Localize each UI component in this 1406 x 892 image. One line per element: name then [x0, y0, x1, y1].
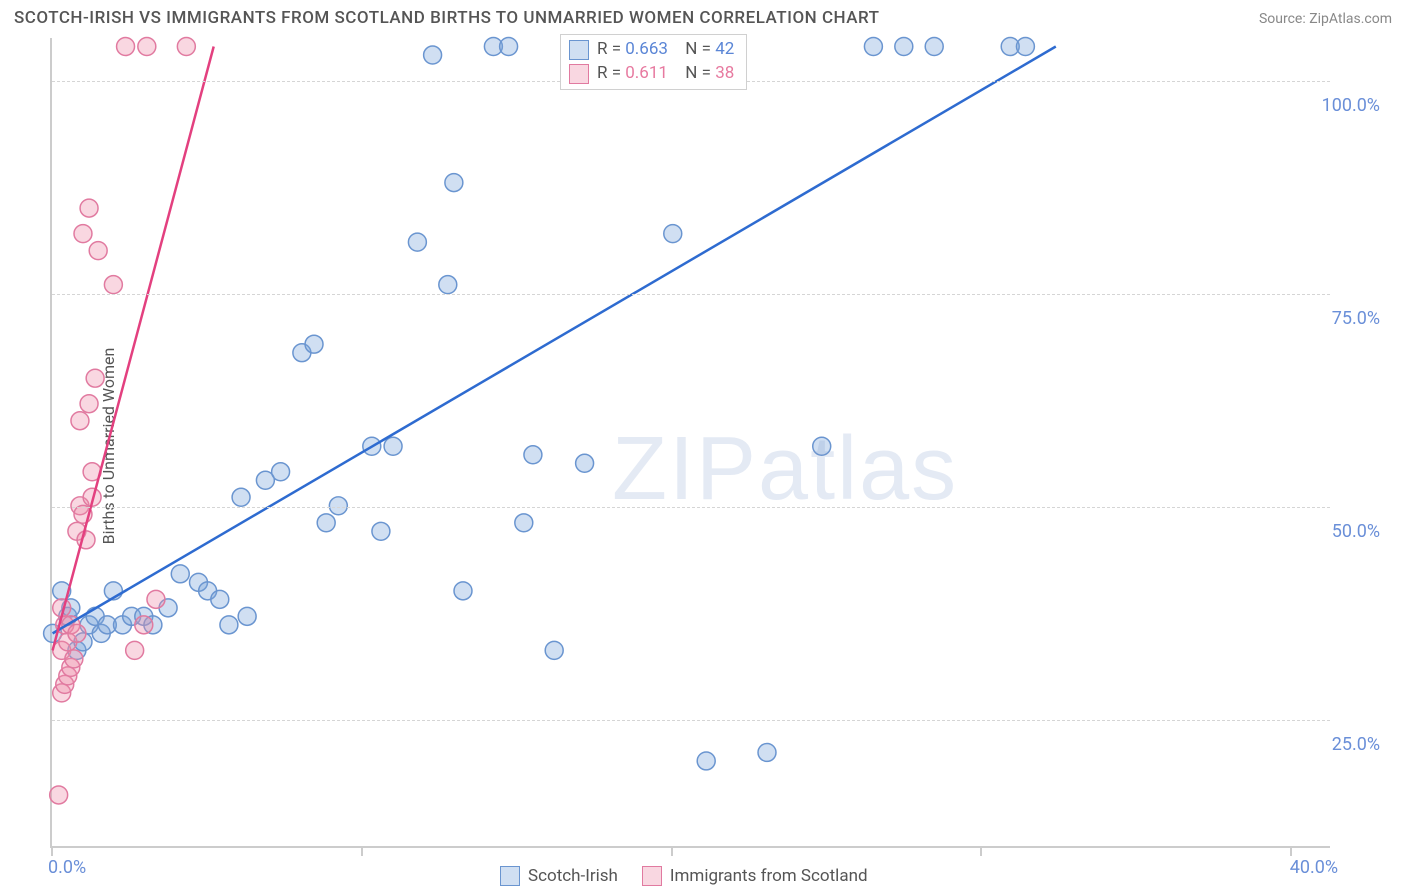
data-point	[500, 38, 518, 56]
x-tick-label: 40.0%	[1290, 857, 1338, 878]
data-point	[177, 38, 195, 56]
data-point	[445, 174, 463, 192]
data-point	[317, 514, 335, 532]
legend-item: Scotch-Irish	[500, 866, 618, 886]
data-point	[329, 497, 347, 515]
data-point	[86, 369, 104, 387]
data-point	[925, 38, 943, 56]
legend-swatch	[642, 866, 662, 886]
data-point	[138, 38, 156, 56]
title-bar: SCOTCH-IRISH VS IMMIGRANTS FROM SCOTLAND…	[14, 8, 1392, 28]
stats-legend-row: R = 0.611 N = 38	[569, 62, 734, 86]
stats-legend-text: R = 0.663 N = 42	[597, 38, 734, 62]
stats-legend-text: R = 0.611 N = 38	[597, 62, 734, 86]
data-point	[697, 752, 715, 770]
data-point	[104, 276, 122, 294]
gridline	[52, 294, 1330, 295]
data-point	[68, 624, 86, 642]
chart-title: SCOTCH-IRISH VS IMMIGRANTS FROM SCOTLAND…	[14, 8, 880, 28]
data-point	[135, 616, 153, 634]
data-point	[305, 335, 323, 353]
y-tick-label: 100.0%	[1322, 95, 1380, 116]
data-point	[220, 616, 238, 634]
y-tick-label: 25.0%	[1332, 734, 1380, 755]
data-point	[272, 463, 290, 481]
legend-swatch	[569, 40, 589, 60]
gridline	[52, 720, 1330, 721]
x-tick	[1290, 846, 1292, 856]
legend-label: Scotch-Irish	[528, 866, 618, 886]
scatter-svg	[52, 38, 1330, 846]
stats-legend-row: R = 0.663 N = 42	[569, 38, 734, 62]
data-point	[74, 225, 92, 243]
data-point	[515, 514, 533, 532]
data-point	[424, 46, 442, 64]
data-point	[372, 522, 390, 540]
data-point	[147, 590, 165, 608]
data-point	[117, 38, 135, 56]
plot-area: ZIPatlas 25.0%50.0%75.0%100.0%0.0%40.0%	[50, 38, 1330, 848]
source-label: Source: ZipAtlas.com	[1259, 11, 1392, 27]
data-point	[384, 437, 402, 455]
data-point	[171, 565, 189, 583]
x-tick	[980, 846, 982, 856]
data-point	[238, 607, 256, 625]
data-point	[1016, 38, 1034, 56]
legend-swatch	[500, 866, 520, 886]
x-tick-label: 0.0%	[48, 857, 86, 878]
x-tick	[51, 846, 53, 856]
data-point	[80, 395, 98, 413]
x-tick	[671, 846, 673, 856]
data-point	[545, 641, 563, 659]
data-point	[65, 650, 83, 668]
trend-line	[53, 47, 214, 651]
trend-line	[53, 47, 1056, 634]
y-tick-label: 50.0%	[1332, 521, 1380, 542]
legend-label: Immigrants from Scotland	[670, 866, 868, 886]
data-point	[408, 233, 426, 251]
data-point	[813, 437, 831, 455]
data-point	[89, 242, 107, 260]
data-point	[80, 199, 98, 217]
gridline	[52, 507, 1330, 508]
data-point	[864, 38, 882, 56]
data-point	[758, 743, 776, 761]
data-point	[439, 276, 457, 294]
data-point	[211, 590, 229, 608]
data-point	[576, 454, 594, 472]
x-tick	[361, 846, 363, 856]
data-point	[895, 38, 913, 56]
data-point	[664, 225, 682, 243]
y-tick-label: 75.0%	[1332, 308, 1380, 329]
chart-container: SCOTCH-IRISH VS IMMIGRANTS FROM SCOTLAND…	[0, 0, 1406, 892]
legend-item: Immigrants from Scotland	[642, 866, 868, 886]
legend-swatch	[569, 64, 589, 84]
data-point	[454, 582, 472, 600]
data-point	[126, 641, 144, 659]
bottom-legend: Scotch-Irish Immigrants from Scotland	[500, 866, 868, 886]
data-point	[50, 786, 68, 804]
data-point	[232, 488, 250, 506]
stats-legend: R = 0.663 N = 42R = 0.611 N = 38	[560, 34, 747, 90]
data-point	[71, 412, 89, 430]
data-point	[524, 446, 542, 464]
